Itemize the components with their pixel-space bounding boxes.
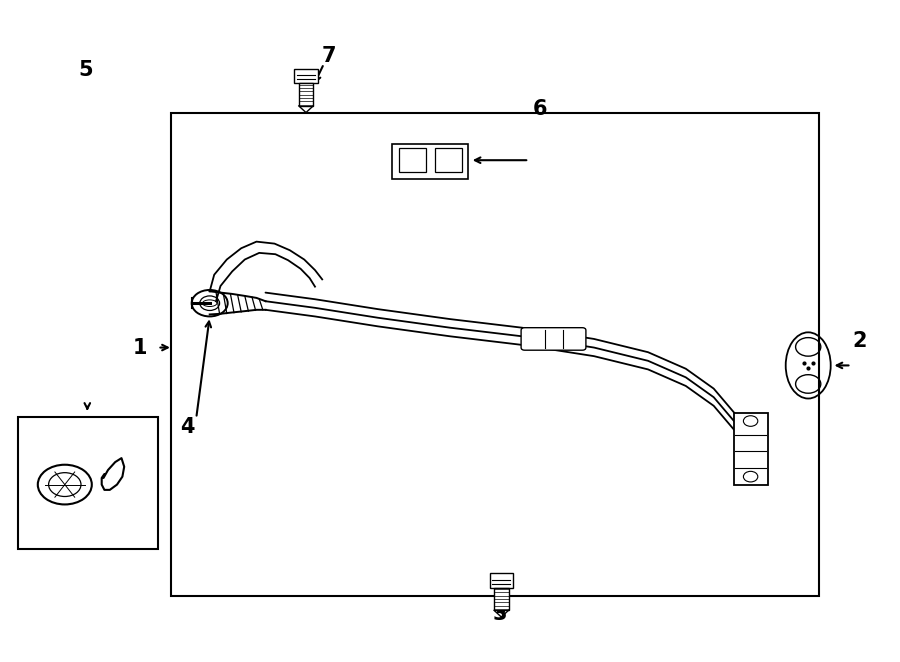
Bar (18, 417, 158, 549)
Bar (734, 413, 768, 485)
Bar (299, 83, 313, 106)
Bar (294, 69, 318, 83)
Bar (494, 588, 508, 610)
Bar (171, 113, 819, 596)
Bar (435, 148, 462, 172)
FancyBboxPatch shape (521, 328, 586, 350)
Bar (399, 148, 426, 172)
Text: 5: 5 (78, 60, 93, 79)
Text: 2: 2 (852, 331, 867, 351)
Text: 1: 1 (132, 338, 147, 357)
Bar (392, 144, 468, 179)
Text: 6: 6 (533, 99, 547, 119)
Text: 7: 7 (321, 46, 336, 66)
Bar (490, 573, 513, 588)
Text: 3: 3 (492, 604, 507, 624)
Text: 4: 4 (180, 417, 194, 437)
